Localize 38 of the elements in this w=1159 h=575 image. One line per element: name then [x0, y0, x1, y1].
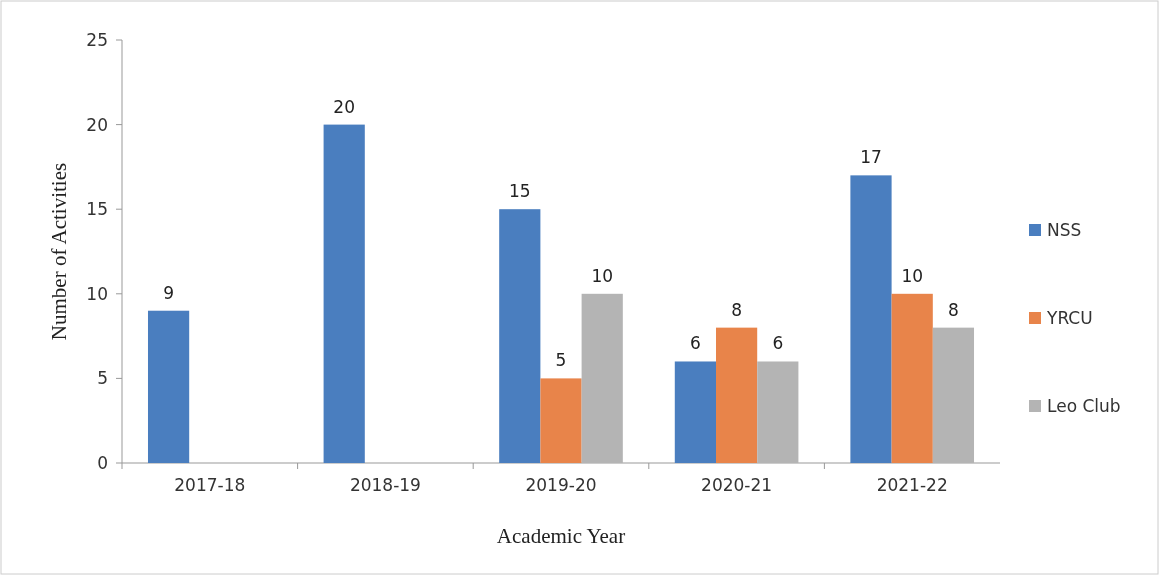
y-tick-label: 20 [86, 114, 108, 135]
legend-label: NSS [1047, 219, 1082, 240]
data-label: 17 [860, 147, 882, 168]
data-label: 8 [947, 299, 959, 320]
legend-label: YRCU [1046, 307, 1093, 328]
y-tick-label: 0 [97, 452, 108, 473]
x-tick-label: 2017-18 [174, 475, 246, 495]
bar [540, 378, 582, 463]
bar [932, 327, 975, 463]
x-tick-label: 2018-19 [349, 475, 421, 495]
data-label: 8 [731, 299, 743, 320]
y-tick-label: 5 [97, 368, 108, 389]
bar [757, 361, 799, 463]
data-label: 9 [163, 282, 175, 303]
y-tick-label: 25 [86, 29, 108, 50]
data-label: 15 [508, 181, 531, 202]
bar [674, 361, 716, 463]
data-label: 6 [689, 333, 701, 354]
y-tick-label: 15 [86, 199, 108, 220]
bar [581, 293, 623, 463]
bar [850, 175, 892, 463]
data-label: 10 [591, 265, 614, 286]
data-label: 5 [555, 350, 567, 371]
bar [716, 327, 758, 463]
bar [323, 124, 365, 463]
x-axis-title: Academic Year [496, 524, 626, 548]
data-label: 6 [772, 333, 784, 354]
bar [499, 209, 541, 463]
y-tick-label: 10 [86, 283, 108, 304]
data-label: 20 [333, 96, 356, 117]
data-label: 10 [901, 265, 924, 286]
x-tick-label: 2021-22 [876, 475, 948, 495]
x-tick-label: 2020-21 [701, 475, 773, 495]
legend-label: Leo Club [1047, 395, 1121, 416]
y-axis-title: Number of Activities [47, 162, 71, 341]
bar [147, 310, 190, 463]
bar [891, 293, 933, 463]
x-tick-label: 2019-20 [525, 475, 597, 495]
